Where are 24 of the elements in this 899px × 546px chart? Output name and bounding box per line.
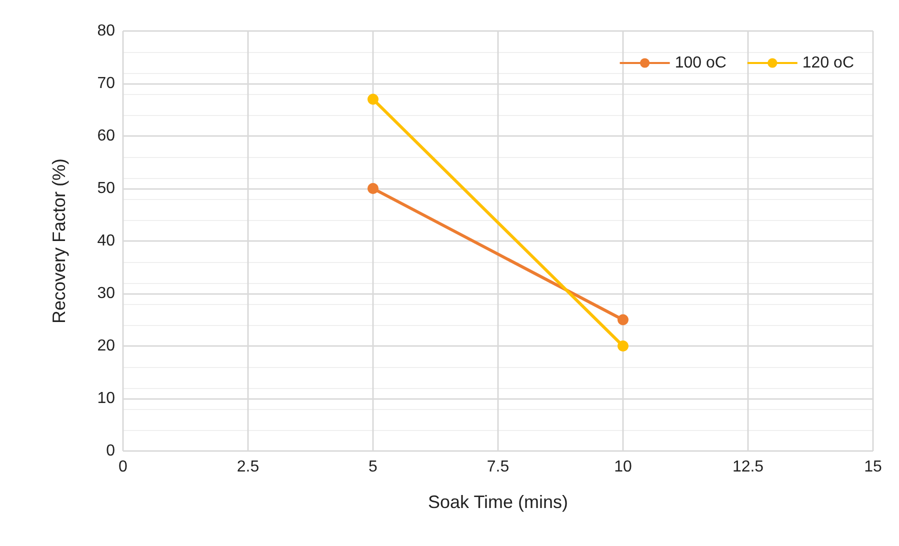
y-tick-label: 0	[106, 442, 116, 460]
x-tick-label: 0	[118, 458, 128, 476]
y-tick-label: 60	[97, 128, 116, 144]
y-tick-label: 50	[97, 180, 116, 197]
x-tick-label: 2.5	[236, 458, 260, 476]
x-tick-label: 15	[864, 458, 882, 476]
legend-label: 100 oC	[674, 54, 726, 72]
point	[618, 340, 628, 352]
point	[368, 94, 378, 105]
y-tick-label: 70	[97, 75, 116, 92]
y-tick-label: 20	[97, 338, 116, 354]
x-tick-label: 10	[614, 458, 632, 476]
x-tick-label: 12.5	[732, 458, 764, 476]
y-axis-title: Recovery Factor (%)	[49, 158, 69, 324]
y-tick-label: 10	[97, 390, 116, 407]
point	[368, 183, 378, 194]
x-tick-label: 7.5	[486, 458, 510, 476]
y-tick-label: 80	[97, 22, 116, 40]
x-axis-title: Soak Time (mins)	[428, 492, 568, 512]
x-tick-label: 5	[368, 458, 378, 476]
y-tick-label: 40	[97, 232, 116, 250]
legend-label: 120 oC	[802, 54, 854, 72]
point	[618, 314, 628, 326]
y-tick-label: 30	[97, 285, 116, 302]
